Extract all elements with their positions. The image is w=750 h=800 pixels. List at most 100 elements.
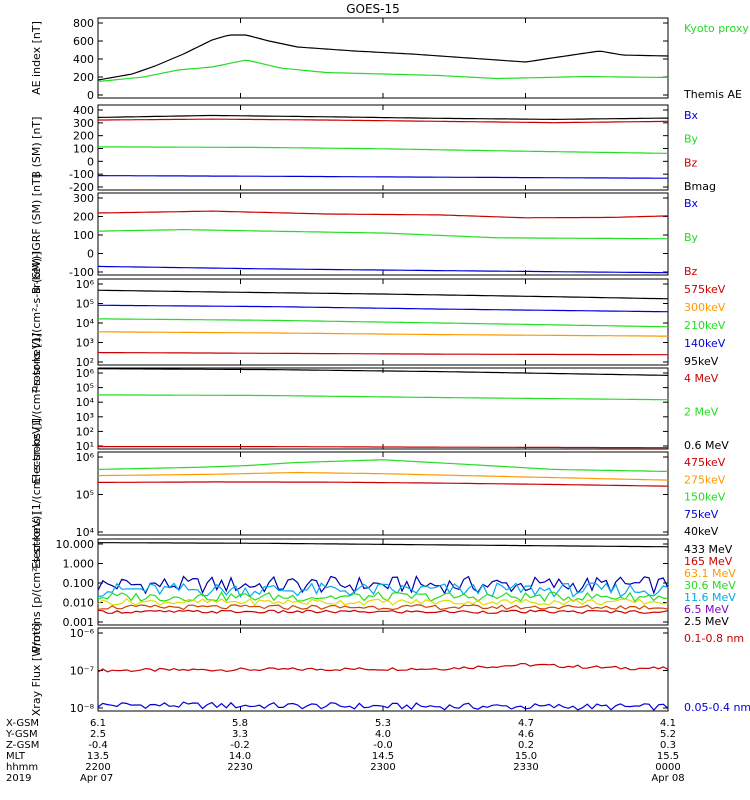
footer-value: 0.3 (660, 740, 676, 751)
footer-value: 6.1 (90, 718, 106, 729)
footer-value: 2300 (370, 762, 395, 773)
y-tick-label: 10⁶ (76, 278, 95, 291)
series-line (97, 368, 669, 376)
footer-value: 2330 (513, 762, 538, 773)
y-tick-label: 10² (76, 425, 94, 438)
legend-label: Bz (684, 265, 698, 278)
legend-label: 575keV (684, 283, 726, 296)
legend-label: By (684, 231, 699, 244)
y-tick-label: 10³ (76, 411, 94, 424)
legend-label: 0.1-0.8 nm (684, 632, 744, 645)
y-tick-label: 10⁶ (76, 367, 95, 380)
y-tick-label: 10⁵ (76, 382, 94, 395)
series-line (98, 118, 669, 124)
y-tick-label: 10⁵ (76, 298, 94, 311)
series-line (97, 289, 669, 300)
panel-5: 10⁶ 10⁵ 10⁴ Electrons [1/(cm²-s-sr-keV)] 475… (30, 418, 726, 569)
y-tick-label: 10⁶ (76, 451, 95, 464)
series-line (97, 604, 669, 611)
y-tick-label: 200 (73, 71, 94, 84)
y-tick-label: 10⁻⁶ (70, 627, 95, 640)
series-line (98, 542, 669, 548)
y-tick-label: 10.000 (56, 538, 95, 551)
y-tick-label: 300 (73, 117, 94, 130)
legend-label: Themis AE (683, 88, 742, 101)
series-line (97, 351, 668, 356)
y-axis-title: B (SM)-IGRF (SM) [nT] (30, 174, 43, 294)
series-line (97, 59, 669, 83)
series-line (97, 210, 669, 219)
footer-value: 2230 (227, 762, 252, 773)
y-axis-title: B (SM) [nT] (30, 117, 43, 179)
series-line (98, 394, 668, 401)
series-line (97, 582, 669, 599)
y-axis-title: Protons [p/(cm²-s-sr-keV)] (30, 511, 43, 652)
footer-value: 0000 (655, 762, 680, 773)
legend-label: 4 MeV (684, 372, 719, 385)
y-axis-title: Electrons [1/(cm²-s-sr-keV)] (30, 333, 43, 484)
footer-value: -0.4 (88, 740, 108, 751)
series-line (98, 446, 668, 449)
footer-value: Apr 07 (80, 773, 113, 784)
y-tick-label: 200 (73, 211, 94, 224)
y-tick-label: 100 (73, 229, 94, 242)
y-tick-label: 10³ (76, 337, 94, 350)
legend-label: Bx (684, 109, 699, 122)
y-tick-label: -200 (69, 181, 94, 194)
legend-label: 210keV (684, 319, 726, 332)
y-tick-label: 0 (87, 89, 94, 102)
y-tick-label: 0 (87, 248, 94, 261)
plot-title: GOES-15 (346, 2, 400, 16)
y-tick-label: 10⁴ (76, 526, 95, 539)
y-tick-label: 100 (73, 143, 94, 156)
y-tick-label: 0.001 (63, 616, 95, 629)
footer-value: Apr 08 (651, 773, 684, 784)
footer-value: 0.2 (518, 740, 534, 751)
series-line (97, 701, 669, 712)
y-tick-label: 10¹ (76, 440, 94, 453)
panel-frame (97, 17, 669, 99)
footer-value: 5.3 (375, 718, 391, 729)
y-tick-label: 400 (73, 53, 94, 66)
series-line (98, 228, 669, 240)
footer-row-label: MLT (6, 751, 26, 762)
series-line (98, 304, 668, 313)
series-line (97, 471, 669, 481)
series-line (97, 598, 669, 607)
legend-label: 63.1 MeV (684, 567, 736, 580)
footer-value: 4.7 (518, 718, 534, 729)
legend-label: 2.5 MeV (684, 615, 729, 628)
y-tick-label: 0.100 (63, 577, 95, 590)
footer-row-label: Y-GSM (5, 729, 38, 740)
footer-value: 13.5 (87, 751, 109, 762)
footer-value: 4.6 (518, 729, 534, 740)
legend-label: 95keV (684, 355, 719, 368)
legend-label: 75keV (684, 508, 719, 521)
panel-7: 10⁻⁶ 10⁻⁷ 10⁻⁸ Xray Flux [W/m²] 0.1-0.8 nm 0.… (30, 623, 750, 716)
legend-label: 11.6 MeV (684, 591, 736, 604)
footer-value: 5.8 (232, 718, 248, 729)
panel-frame (97, 192, 669, 276)
y-axis-title: Electrons [1/(cm²-s-sr-keV)] (30, 418, 43, 569)
y-tick-label: 10⁴ (76, 317, 95, 330)
y-tick-label: 10⁻⁷ (70, 665, 94, 678)
y-tick-label: 0 (87, 155, 94, 168)
y-tick-label: 1.000 (63, 558, 95, 571)
footer-value: 15.5 (657, 751, 679, 762)
footer-value: 2200 (85, 762, 110, 773)
y-tick-label: 400 (73, 104, 94, 117)
series-line (97, 662, 669, 673)
y-tick-label: 10² (76, 356, 94, 369)
y-tick-label: 300 (73, 192, 94, 205)
legend-label: 0.6 MeV (684, 439, 729, 452)
legend-label: Bz (684, 156, 698, 169)
footer-row-label: X-GSM (6, 718, 39, 729)
footer-value: -0.0 (373, 740, 393, 751)
series-line (98, 331, 668, 337)
legend-label: 433 MeV (684, 543, 733, 556)
y-tick-label: 10⁴ (76, 396, 95, 409)
y-axis-title: Protons [1/(cm²-s-sr-keV)] (30, 251, 43, 392)
series-line (97, 590, 669, 603)
legend-label: 0.05-0.4 nm (684, 701, 750, 714)
